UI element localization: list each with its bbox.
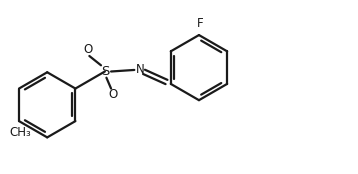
Text: O: O bbox=[83, 43, 92, 56]
Text: F: F bbox=[197, 17, 204, 30]
Text: S: S bbox=[101, 65, 109, 78]
Text: O: O bbox=[108, 88, 117, 101]
Text: CH₃: CH₃ bbox=[10, 126, 32, 139]
Text: N: N bbox=[135, 64, 144, 76]
